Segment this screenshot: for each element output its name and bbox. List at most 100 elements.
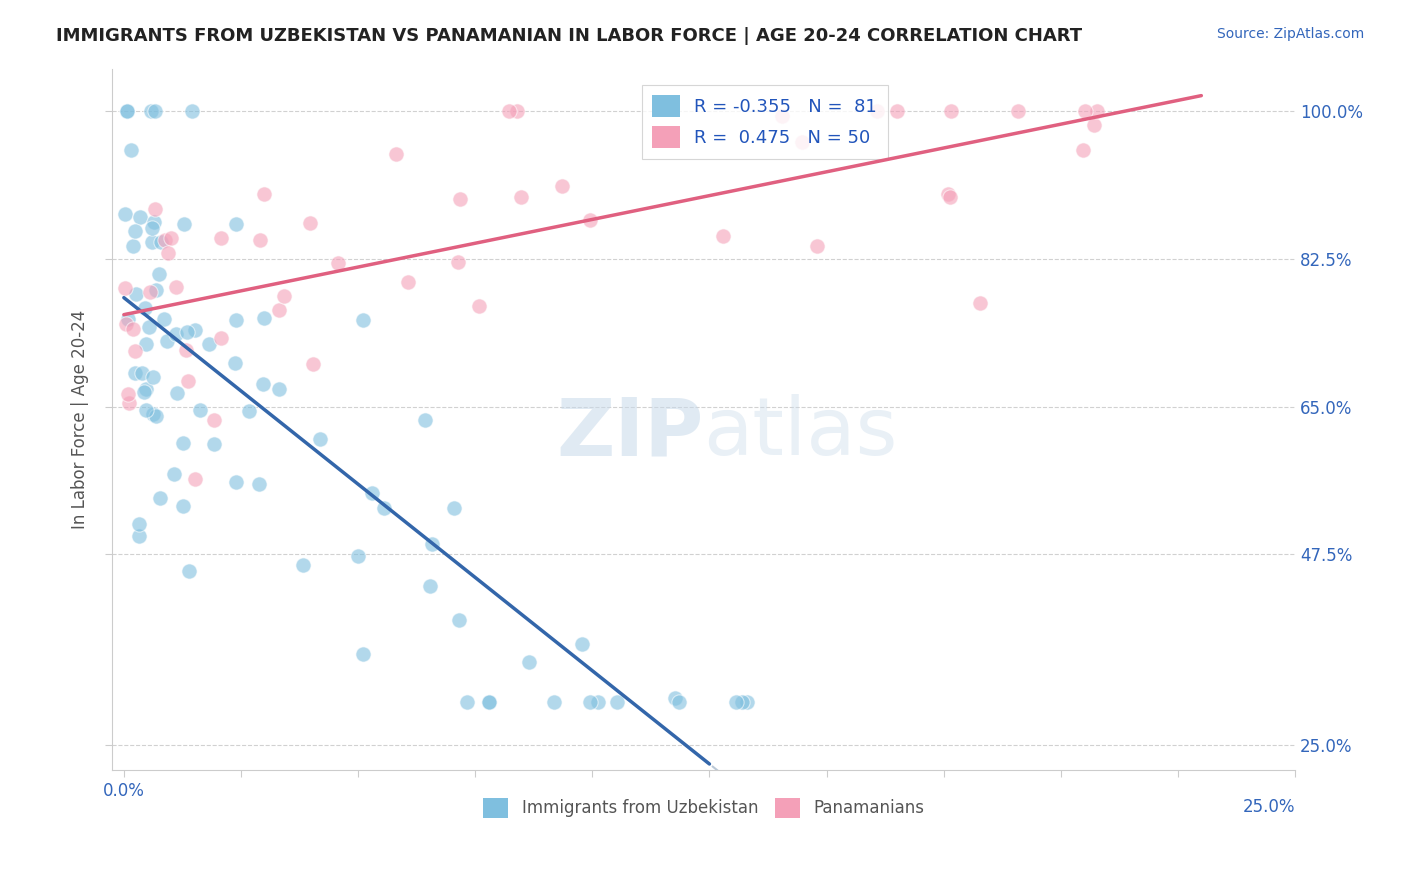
- Point: [165, 327, 187, 342]
- Point: [253, 311, 276, 326]
- Point: [806, 239, 828, 253]
- Point: [249, 233, 271, 247]
- Point: [145, 409, 167, 423]
- Point: [118, 396, 141, 410]
- Point: [969, 296, 991, 310]
- Point: [724, 695, 747, 709]
- Point: [866, 103, 889, 118]
- Point: [1085, 103, 1108, 118]
- Legend: Immigrants from Uzbekistan, Panamanians: Immigrants from Uzbekistan, Panamanians: [477, 791, 931, 825]
- Point: [122, 322, 145, 336]
- Point: [163, 467, 186, 481]
- Point: [1074, 103, 1097, 118]
- Point: [198, 337, 221, 351]
- Point: [447, 613, 470, 627]
- Point: [291, 558, 314, 573]
- Point: [224, 356, 246, 370]
- Point: [478, 695, 501, 709]
- Point: [225, 217, 247, 231]
- Point: [184, 472, 207, 486]
- Point: [128, 210, 150, 224]
- Point: [737, 695, 759, 709]
- Point: [117, 312, 139, 326]
- Point: [139, 103, 162, 118]
- Point: [939, 103, 962, 118]
- Point: [188, 403, 211, 417]
- Point: [420, 537, 443, 551]
- Point: [209, 231, 232, 245]
- Point: [1071, 144, 1094, 158]
- Point: [298, 216, 321, 230]
- Point: [373, 501, 395, 516]
- Point: [202, 436, 225, 450]
- Point: [247, 476, 270, 491]
- Point: [419, 579, 441, 593]
- Text: Source: ZipAtlas.com: Source: ZipAtlas.com: [1216, 27, 1364, 41]
- Point: [202, 412, 225, 426]
- Point: [225, 475, 247, 490]
- Point: [586, 695, 609, 709]
- Point: [770, 109, 793, 123]
- Point: [225, 313, 247, 327]
- Point: [267, 302, 290, 317]
- Point: [579, 213, 602, 227]
- Point: [145, 103, 167, 118]
- Text: atlas: atlas: [703, 394, 898, 472]
- Point: [173, 218, 195, 232]
- Point: [149, 491, 172, 505]
- Point: [506, 103, 529, 118]
- Point: [352, 313, 374, 327]
- Point: [385, 147, 408, 161]
- Point: [122, 239, 145, 253]
- Point: [114, 281, 136, 295]
- Point: [148, 267, 170, 281]
- Point: [347, 549, 370, 564]
- Point: [253, 186, 276, 201]
- Point: [115, 103, 138, 118]
- Point: [145, 202, 167, 216]
- Point: [468, 299, 491, 313]
- Y-axis label: In Labor Force | Age 20-24: In Labor Force | Age 20-24: [72, 310, 89, 529]
- Point: [114, 207, 136, 221]
- Point: [139, 285, 162, 299]
- Point: [519, 655, 541, 669]
- Point: [571, 637, 593, 651]
- Point: [156, 246, 179, 260]
- Point: [131, 366, 153, 380]
- Point: [134, 385, 156, 400]
- Point: [124, 224, 146, 238]
- Text: 25.0%: 25.0%: [1243, 797, 1295, 816]
- Point: [141, 221, 163, 235]
- Point: [120, 143, 142, 157]
- Point: [142, 370, 165, 384]
- Point: [143, 215, 166, 229]
- Point: [135, 403, 157, 417]
- Point: [124, 366, 146, 380]
- Point: [184, 323, 207, 337]
- Point: [711, 228, 734, 243]
- Text: IMMIGRANTS FROM UZBEKISTAN VS PANAMANIAN IN LABOR FORCE | AGE 20-24 CORRELATION : IMMIGRANTS FROM UZBEKISTAN VS PANAMANIAN…: [56, 27, 1083, 45]
- Point: [145, 283, 167, 297]
- Point: [152, 312, 174, 326]
- Point: [128, 517, 150, 532]
- Point: [606, 695, 628, 709]
- Point: [172, 436, 194, 450]
- Point: [361, 486, 384, 500]
- Point: [309, 432, 332, 446]
- Point: [273, 289, 295, 303]
- Point: [156, 334, 179, 349]
- Point: [166, 280, 188, 294]
- Point: [792, 135, 814, 149]
- Point: [668, 695, 690, 709]
- Point: [177, 564, 200, 578]
- Point: [142, 407, 165, 421]
- Text: ZIP: ZIP: [557, 394, 703, 472]
- Point: [551, 178, 574, 193]
- Point: [269, 382, 291, 396]
- Point: [177, 374, 200, 388]
- Point: [117, 387, 139, 401]
- Point: [124, 343, 146, 358]
- Point: [181, 103, 204, 118]
- Point: [328, 256, 350, 270]
- Point: [498, 103, 520, 118]
